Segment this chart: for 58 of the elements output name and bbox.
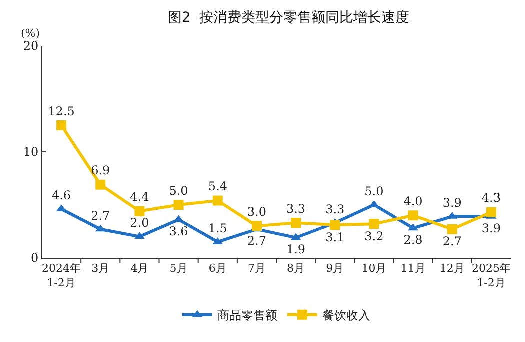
- data-label: 4.0: [404, 194, 423, 208]
- point: [252, 221, 262, 232]
- data-label: 5.4: [208, 180, 228, 194]
- point: [174, 215, 184, 222]
- point: [369, 219, 380, 230]
- legend-label: 餐饮收入: [322, 308, 370, 323]
- point: [330, 220, 340, 230]
- y-tick-label: 0: [30, 251, 39, 266]
- point: [134, 232, 145, 240]
- point: [408, 210, 418, 221]
- data-label: 4.6: [52, 188, 72, 203]
- data-label: 12.5: [48, 104, 75, 118]
- x-tick-label: 6月: [208, 262, 227, 276]
- data-label: 4.4: [130, 190, 150, 204]
- x-tick-label: 4月: [130, 262, 149, 276]
- data-label: 3.3: [286, 202, 306, 216]
- point: [174, 200, 184, 210]
- y-tick-label: 10: [23, 145, 39, 160]
- x-tick-label: 12月: [440, 262, 465, 276]
- data-label: 2.7: [247, 234, 267, 248]
- point: [447, 224, 458, 234]
- point: [56, 120, 67, 130]
- y-axis-title: (%): [21, 27, 40, 40]
- x-tick-label: 11月: [400, 262, 426, 276]
- chart-title: 图2 按消费类型分零售额同比增长速度: [168, 10, 410, 26]
- point: [212, 196, 223, 206]
- x-tick-label: 2025年 1-2月: [472, 262, 511, 290]
- data-label: 5.0: [169, 184, 188, 198]
- data-label: 3.9: [482, 221, 502, 236]
- y-tick-label: 20: [23, 39, 39, 54]
- x-tick-label: 2024年 1-2月: [42, 262, 82, 290]
- point: [486, 207, 496, 218]
- data-label: 3.2: [364, 229, 384, 244]
- data-label: 2.0: [130, 216, 150, 230]
- x-tick-label: 5月: [170, 262, 188, 276]
- data-label: 3.3: [326, 202, 345, 216]
- point: [134, 206, 145, 216]
- x-tick-label: 10月: [362, 262, 387, 276]
- data-label: 1.9: [286, 242, 306, 256]
- x-tick-label: 7月: [248, 262, 266, 276]
- x-tick-label: 9月: [326, 262, 344, 276]
- data-label: 3.6: [169, 224, 188, 238]
- data-label: 2.7: [442, 234, 462, 249]
- data-label: 2.7: [91, 208, 110, 223]
- x-tick-label: 3月: [92, 262, 110, 276]
- x-tick-label: 8月: [287, 262, 306, 276]
- point: [291, 218, 302, 228]
- data-label: 2.8: [404, 232, 423, 247]
- data-label: 3.0: [247, 204, 267, 219]
- data-label: 3.1: [326, 230, 345, 244]
- legend-label: 商品零售额: [218, 308, 278, 323]
- point: [408, 224, 418, 231]
- data-label: 6.9: [91, 164, 110, 178]
- data-label: 4.3: [482, 191, 502, 206]
- data-label: 3.9: [442, 196, 462, 210]
- data-label: 1.5: [208, 221, 228, 236]
- data-label: 5.0: [364, 184, 384, 198]
- point: [96, 180, 106, 190]
